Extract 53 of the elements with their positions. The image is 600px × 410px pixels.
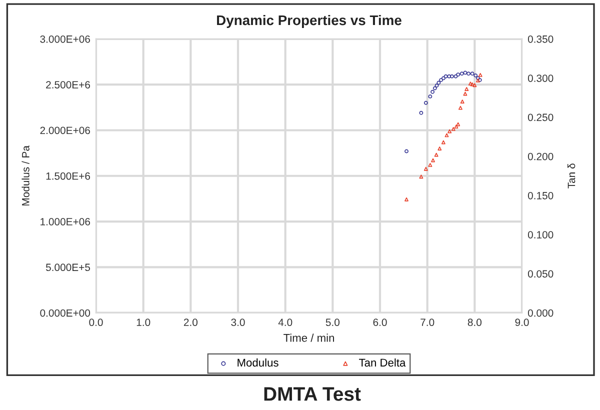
point: [444, 133, 449, 138]
legend-label: Tan Delta: [359, 358, 406, 367]
y2-tick-label: 0.050: [528, 270, 554, 278]
y2-tick-label: 0.000: [528, 309, 554, 317]
point: [424, 166, 428, 171]
point: [451, 126, 456, 131]
point: [428, 162, 432, 167]
point: [464, 87, 469, 92]
y-tick-label: 2.500E+6: [46, 81, 90, 88]
x-tick-label: 3.0: [231, 318, 245, 326]
y2-tick-label: 0.100: [528, 231, 554, 238]
point: [431, 158, 435, 162]
x-tick-label: 5.0: [326, 318, 340, 326]
x-tick-label: 2.0: [184, 318, 198, 326]
point: [468, 82, 472, 86]
chart-title: Dynamic Properties vs Time: [217, 14, 402, 28]
x-tick-label: 4.0: [278, 318, 292, 326]
point: [454, 124, 458, 129]
x-tick-label: 7.0: [420, 318, 434, 326]
y-axis-title: Modulus / Pa: [22, 145, 30, 206]
point: [472, 83, 477, 88]
y-tick-label: 1.500E+6: [46, 172, 90, 180]
y2-axis-title: Tan δ: [568, 164, 576, 188]
point: [448, 129, 452, 134]
point: [404, 197, 408, 202]
y-tick-label: 1.000E+06: [40, 218, 90, 226]
y-tick-label: 0.000E+00: [40, 309, 90, 317]
y2-tick-label: 0.350: [528, 35, 554, 43]
point: [463, 92, 468, 96]
point: [458, 106, 462, 110]
point: [434, 152, 438, 157]
x-tick-label: 9.0: [515, 318, 529, 326]
point: [441, 140, 446, 144]
y-tick-label: 5.000E+5: [46, 264, 90, 272]
y2-tick-label: 0.250: [528, 114, 554, 122]
point: [456, 122, 460, 126]
x-tick-label: 8.0: [468, 318, 482, 326]
x-tick-label: 6.0: [373, 318, 387, 326]
x-axis-title: Time / min: [284, 334, 334, 342]
y-tick-label: 3.000E+06: [40, 35, 90, 43]
point: [419, 174, 424, 179]
y-tick-label: 2.000E+06: [40, 126, 90, 134]
x-tick-label: 0.0: [89, 318, 103, 326]
point: [478, 72, 482, 77]
point: [470, 82, 474, 86]
x-tick-label: 1.0: [136, 318, 150, 326]
y2-tick-label: 0.300: [528, 74, 554, 82]
legend-label: Modulus: [238, 358, 278, 367]
y2-tick-label: 0.150: [528, 192, 554, 200]
y2-tick-label: 0.200: [528, 152, 554, 160]
point: [438, 146, 442, 150]
point: [460, 100, 464, 104]
text: DMTA Test: [264, 387, 361, 401]
